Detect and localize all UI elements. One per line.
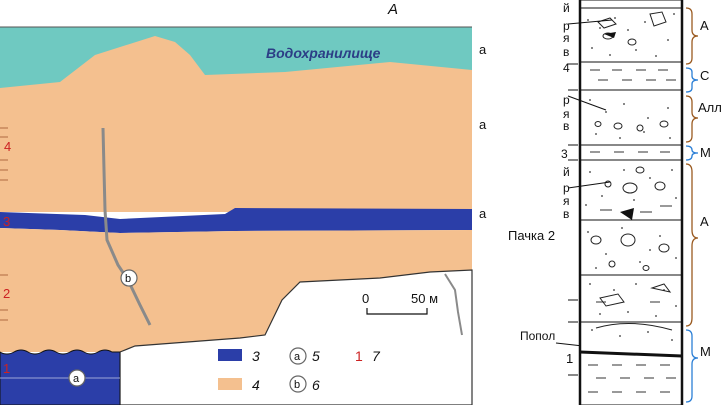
scale-end: 50 м xyxy=(411,291,438,306)
scale-line xyxy=(366,308,428,315)
column-cut-labels: й р я в 4 р я в 3 й р я в xyxy=(561,1,570,221)
legend-circle-a xyxy=(289,347,307,365)
bracket-label: С xyxy=(700,68,709,83)
unit-number-4: 4 xyxy=(4,139,11,154)
cut-label: р xyxy=(563,181,570,195)
partial-label: Попол xyxy=(520,329,555,343)
cut-label: й xyxy=(563,1,570,15)
bracket-label: М xyxy=(700,344,711,359)
edge-letter-2: а xyxy=(479,117,487,132)
column-thick-boundary xyxy=(579,350,683,358)
column-pebbles xyxy=(590,11,673,331)
bracket-label: М xyxy=(700,145,711,160)
reservoir-label: Водохранилище xyxy=(266,45,381,61)
column-layer-boundaries xyxy=(580,7,682,323)
legend-circle-a-text: a xyxy=(294,351,301,363)
cut-label: в xyxy=(563,45,569,59)
column-black-clast xyxy=(620,208,634,220)
unit-number-1: 1 xyxy=(3,361,10,376)
legend-label-5: 5 xyxy=(312,348,320,364)
legend-swatch-tan xyxy=(218,378,242,390)
scale-bar: 0 50 м xyxy=(362,291,438,315)
marker-a-circle xyxy=(68,369,86,387)
legend-label-7: 7 xyxy=(372,348,381,364)
stratigraphic-column-panel: й р я в 4 р я в 3 й р я в Пачка 2 1 Попо… xyxy=(508,0,722,405)
legend-number-1: 1 xyxy=(355,348,363,364)
column-bracket-labels: А С Алл М А М xyxy=(698,18,722,359)
bedrock xyxy=(119,269,473,405)
bracket-label: А xyxy=(700,18,709,33)
layer-3-band xyxy=(0,208,472,233)
legend-label-6: 6 xyxy=(312,377,320,393)
panel-label: А xyxy=(387,1,398,18)
legend-label-4: 4 xyxy=(252,377,260,393)
cut-label: я xyxy=(563,31,570,45)
cut-label: я xyxy=(563,107,570,121)
profile-line-b xyxy=(101,127,152,326)
cut-label: я xyxy=(563,194,570,208)
column-leader-lines xyxy=(567,19,613,189)
pachka-2-label: Пачка 2 xyxy=(508,228,555,243)
column-dot-stipple xyxy=(585,13,677,341)
column-brackets xyxy=(685,7,699,403)
unit-number-2: 2 xyxy=(3,286,10,301)
legend-label-3: 3 xyxy=(252,348,260,364)
marker-b-circle xyxy=(120,269,138,287)
column-black-clast-2 xyxy=(604,32,616,38)
sediment-upper xyxy=(0,36,472,212)
legend-circle-b xyxy=(289,375,307,393)
legend: 3 a 5 1 7 4 b 6 xyxy=(218,347,381,393)
edge-letter-1: а xyxy=(479,42,487,57)
column-body xyxy=(579,0,683,405)
cut-label: 3 xyxy=(561,147,568,161)
legend-circle-b-text: b xyxy=(294,379,300,391)
unit-number-3: 3 xyxy=(3,214,10,229)
cut-label: й xyxy=(563,165,570,179)
left-tick-marks xyxy=(0,127,8,321)
sediment-lower xyxy=(0,228,472,352)
cut-label: в xyxy=(563,119,569,133)
marker-a-label: a xyxy=(73,373,80,385)
legend-swatch-blue xyxy=(218,349,242,361)
bedrock-contour xyxy=(444,273,463,336)
cut-label: 4 xyxy=(563,61,570,75)
scale-zero: 0 xyxy=(362,291,369,306)
bracket-label: А xyxy=(700,214,709,229)
column-dash-hatching xyxy=(588,69,676,393)
marker-b-label: b xyxy=(125,273,131,285)
column-ticks xyxy=(568,63,578,376)
cut-label: в xyxy=(563,207,569,221)
bracket-label: Алл xyxy=(698,100,722,115)
cut-label: р xyxy=(563,93,570,107)
edge-letter-3: а xyxy=(479,206,487,221)
cut-label: р xyxy=(563,19,570,33)
pachka-1-number: 1 xyxy=(566,351,573,366)
cross-section-panel: 4 3 2 1 А Водохранилище а а а b a 0 50 м… xyxy=(0,1,487,405)
